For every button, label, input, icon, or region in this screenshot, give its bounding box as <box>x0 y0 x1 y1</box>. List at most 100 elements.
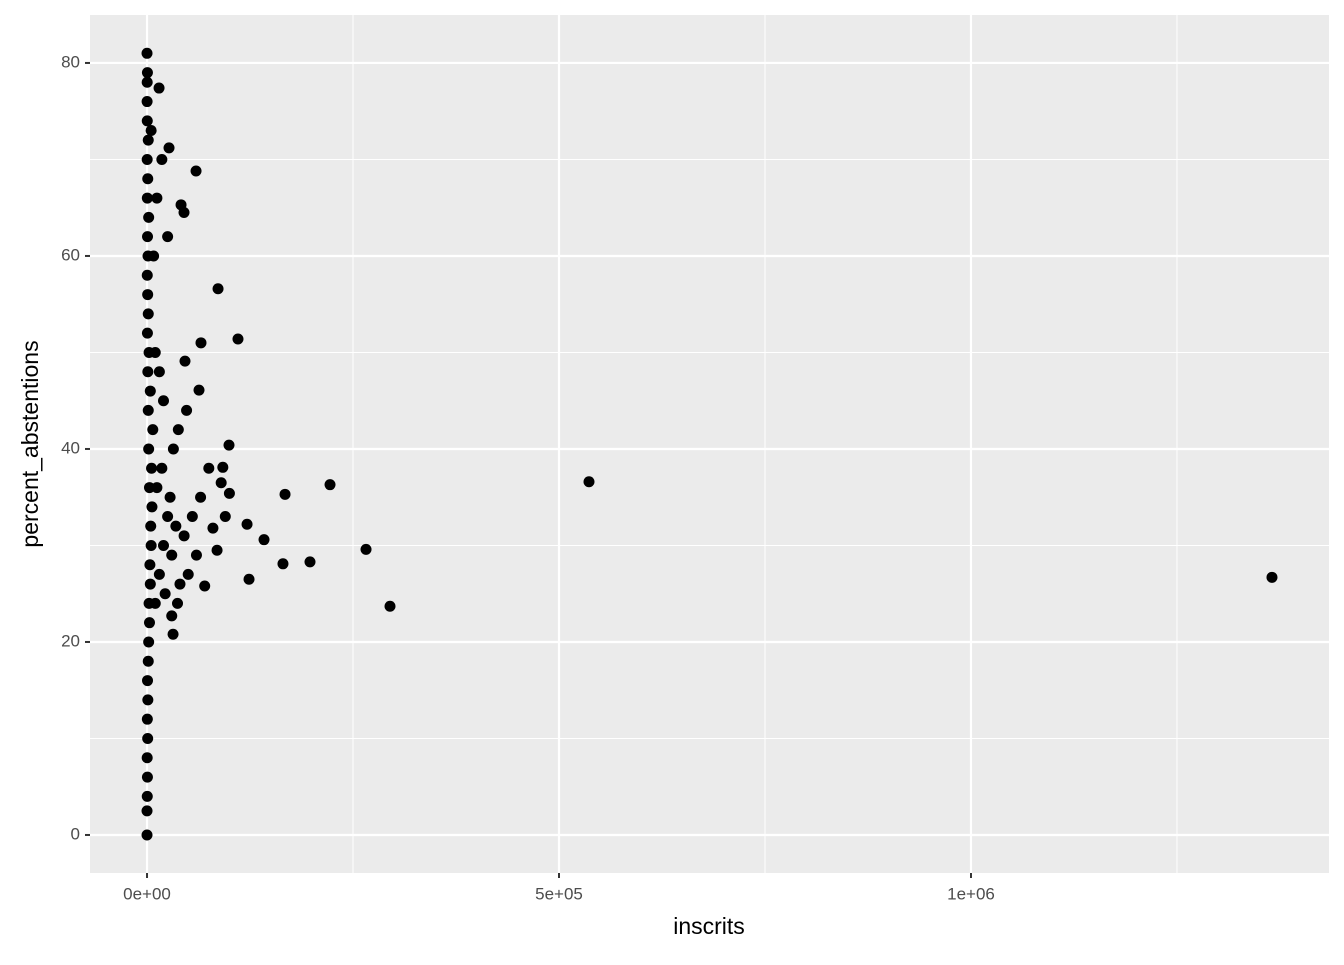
point <box>157 395 169 407</box>
point <box>193 384 205 396</box>
point <box>178 207 190 219</box>
point <box>142 675 154 687</box>
point <box>142 694 154 706</box>
point <box>145 539 157 551</box>
point <box>142 732 154 744</box>
point <box>142 289 154 301</box>
point <box>195 491 207 503</box>
point <box>163 142 175 154</box>
point <box>162 231 174 243</box>
point <box>142 366 154 378</box>
point <box>144 385 156 397</box>
point <box>166 610 178 622</box>
point <box>141 153 153 165</box>
point <box>142 231 154 243</box>
point <box>141 327 153 339</box>
point <box>190 165 202 177</box>
point <box>149 597 161 609</box>
point <box>141 805 153 817</box>
point <box>174 578 186 590</box>
x-axis-title: inscrits <box>673 913 745 939</box>
point <box>172 597 184 609</box>
point <box>159 588 171 600</box>
point <box>190 549 202 561</box>
point <box>203 462 215 474</box>
point <box>195 337 207 349</box>
point <box>219 511 231 523</box>
point <box>153 82 165 94</box>
point <box>141 76 153 88</box>
y-tick-label: 60 <box>61 245 80 264</box>
point <box>186 511 198 523</box>
panel <box>90 15 1329 873</box>
point <box>141 192 153 204</box>
point <box>156 462 168 474</box>
point <box>277 558 289 570</box>
point <box>360 543 372 555</box>
point <box>149 346 161 358</box>
point <box>156 153 168 165</box>
point <box>223 487 235 499</box>
point <box>166 549 178 561</box>
point <box>167 628 179 640</box>
point <box>182 568 194 580</box>
point <box>384 600 396 612</box>
point <box>162 511 174 523</box>
point <box>148 250 160 262</box>
point <box>304 556 316 568</box>
point <box>145 125 157 137</box>
point <box>178 530 190 542</box>
y-tick-label: 80 <box>61 52 80 71</box>
point <box>199 580 211 592</box>
point <box>217 461 229 473</box>
point <box>215 477 227 489</box>
point <box>153 366 165 378</box>
point <box>153 568 165 580</box>
point <box>324 479 336 491</box>
y-axis-title: percent_abstentions <box>17 340 43 547</box>
point <box>1266 571 1278 583</box>
point <box>211 544 223 556</box>
point <box>141 67 153 79</box>
point <box>142 134 154 146</box>
point <box>142 404 154 416</box>
point <box>141 771 153 783</box>
point <box>143 636 155 648</box>
x-tick-label: 0e+00 <box>123 884 171 903</box>
point <box>172 424 184 436</box>
point <box>141 829 153 841</box>
point <box>144 578 156 590</box>
y-tick-label: 0 <box>71 824 80 843</box>
point <box>144 559 156 571</box>
x-tick-label: 1e+06 <box>947 884 995 903</box>
point <box>151 482 163 494</box>
point <box>146 501 158 513</box>
point <box>145 520 157 532</box>
point <box>170 520 182 532</box>
point <box>179 355 191 367</box>
point <box>157 539 169 551</box>
point <box>141 790 153 802</box>
point <box>241 518 253 530</box>
point <box>143 443 155 455</box>
y-tick-label: 40 <box>61 438 80 457</box>
point <box>207 522 219 534</box>
point <box>146 462 158 474</box>
point <box>143 211 155 223</box>
point <box>141 115 153 127</box>
point <box>141 96 153 108</box>
point <box>142 173 154 185</box>
point <box>147 424 159 436</box>
point <box>258 534 270 546</box>
point <box>142 655 154 667</box>
x-tick-label: 5e+05 <box>535 884 583 903</box>
point <box>167 443 179 455</box>
point <box>212 283 224 295</box>
y-tick-label: 20 <box>61 631 80 650</box>
point <box>279 488 291 500</box>
point <box>141 47 153 59</box>
point <box>243 573 255 585</box>
point <box>583 476 595 488</box>
point <box>232 333 244 345</box>
